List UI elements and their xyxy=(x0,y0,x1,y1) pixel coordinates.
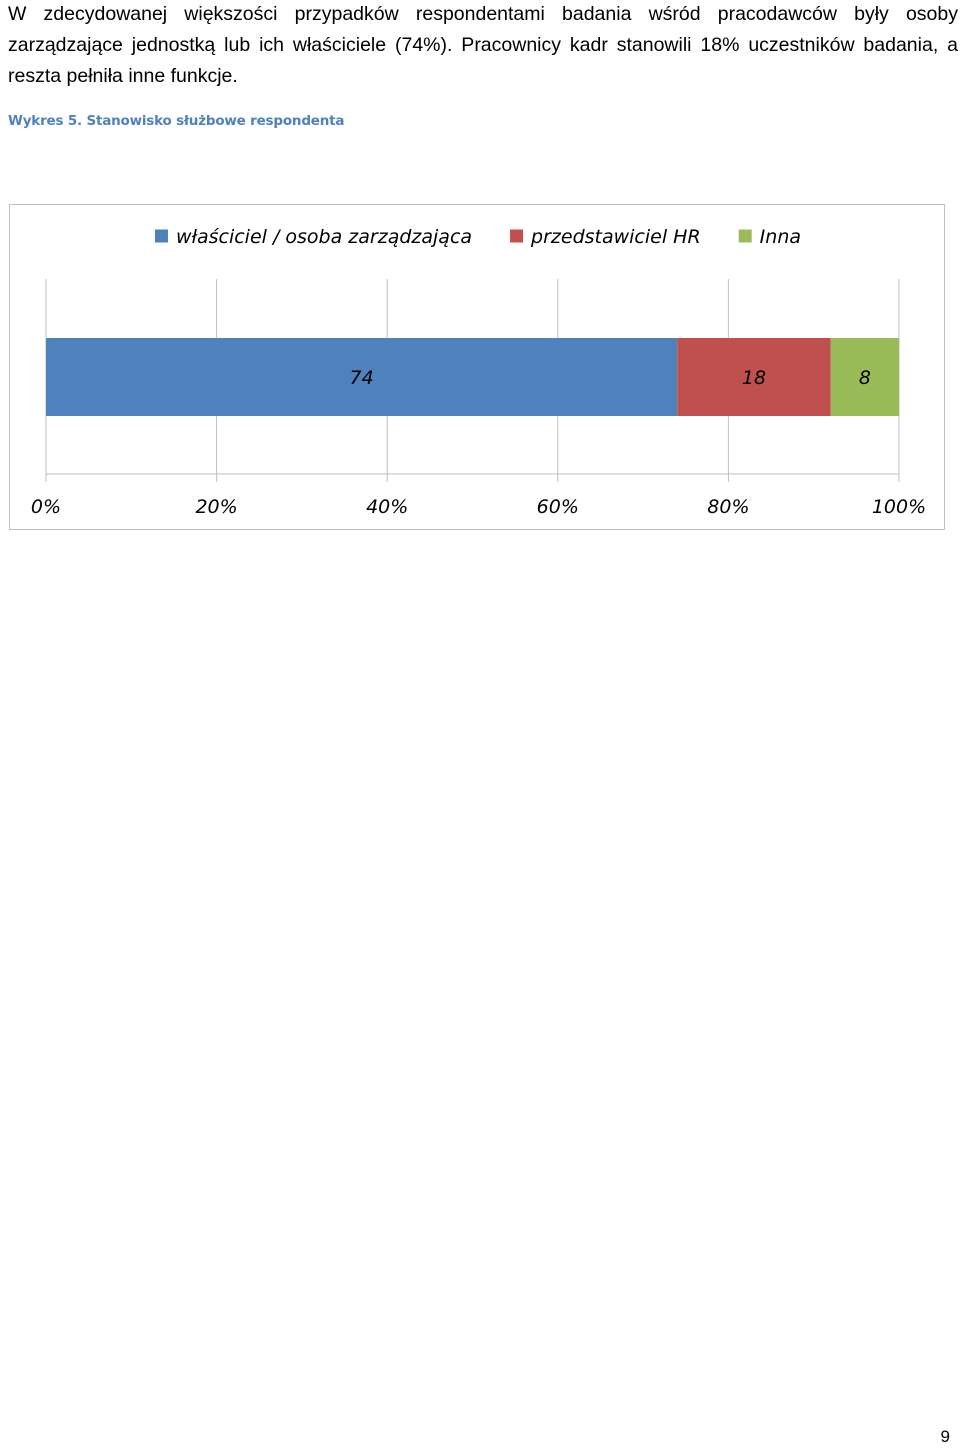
x-tick-label-1: 20% xyxy=(195,496,237,518)
page-number: 9 xyxy=(940,1427,950,1446)
x-tick-label-0: 0% xyxy=(31,496,61,518)
x-tick-label-2: 40% xyxy=(366,496,408,518)
bar-label-2: 8 xyxy=(859,367,871,389)
x-tick-label-3: 60% xyxy=(537,496,579,518)
bar-label-1: 18 xyxy=(742,367,766,389)
legend-label-1: przedstawiciel HR xyxy=(530,226,701,248)
x-tick-label-5: 100% xyxy=(872,496,926,518)
bar-label-0: 74 xyxy=(350,367,374,389)
bar-segment-0 xyxy=(46,338,678,416)
legend-label-0: właściciel / osoba zarządzająca xyxy=(176,226,472,248)
legend-swatch-1 xyxy=(510,229,524,243)
legend-swatch-2 xyxy=(738,229,752,243)
x-tick-label-4: 80% xyxy=(707,496,749,518)
intro-paragraph: W zdecydowanej większości przypadków res… xyxy=(8,3,958,87)
chart-caption: Wykres 5. Stanowisko służbowe respondent… xyxy=(8,113,345,129)
chart-frame: 74 18 8 0% 20% 40% 60% 80% 100% właściciel / osob… xyxy=(9,204,945,530)
bar-segment-2 xyxy=(830,338,899,416)
stacked-bar-chart: 74 18 80% 20% 40% 60% 80% 100%właściciel / osob… xyxy=(31,226,926,518)
legend-swatch-0 xyxy=(154,229,168,243)
legend-label-2: Inna xyxy=(760,226,801,248)
bar-segment-1 xyxy=(677,338,831,416)
